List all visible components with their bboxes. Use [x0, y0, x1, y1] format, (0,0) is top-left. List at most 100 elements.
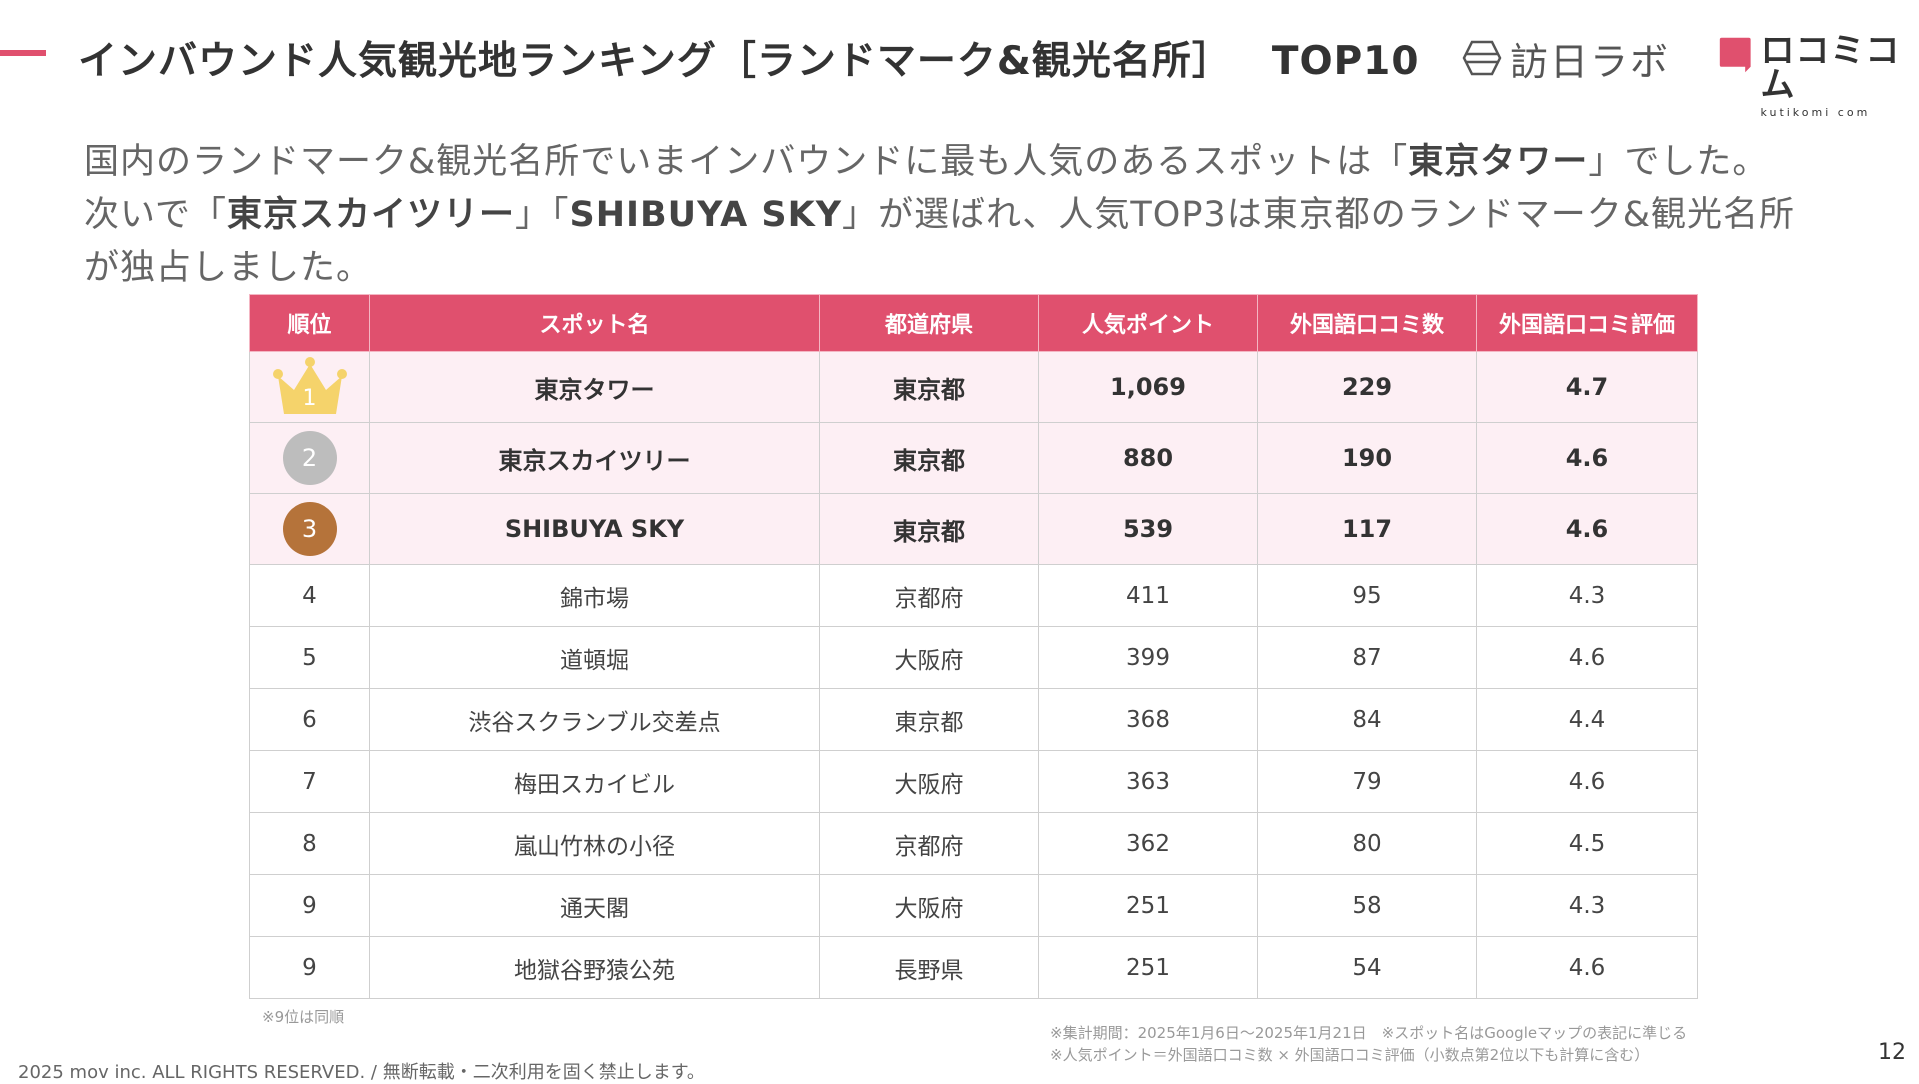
review-rating: 4.3	[1476, 874, 1698, 937]
review-rating: 4.6	[1476, 422, 1698, 494]
points: 362	[1038, 812, 1258, 875]
table-row: 4 錦市場 京都府 411 95 4.3	[249, 564, 1698, 627]
rank-cell: 8	[249, 812, 370, 875]
spot-name: 嵐山竹林の小径	[369, 812, 820, 875]
spot-name: 東京タワー	[369, 351, 820, 423]
table-row: 3 SHIBUYA SKY 東京都 539 117 4.6	[249, 493, 1698, 565]
rank-cell: 2	[249, 422, 370, 494]
review-rating: 4.6	[1476, 936, 1698, 999]
intro-highlight-3: SHIBUYA SKY	[569, 195, 843, 235]
page-number: 12	[1878, 1040, 1906, 1065]
spot-name: 東京スカイツリー	[369, 422, 820, 494]
intro-line1-post: 」でした。	[1588, 142, 1769, 182]
prefecture: 京都府	[819, 564, 1039, 627]
header-prefecture: 都道府県	[819, 294, 1039, 352]
table-header-row: 順位 スポット名 都道府県 人気ポイント 外国語口コミ数 外国語口コミ評価	[249, 294, 1698, 352]
review-count: 80	[1257, 812, 1477, 875]
review-count: 117	[1257, 493, 1477, 565]
brand2-sub: kutikomi com	[1760, 106, 1871, 119]
points: 880	[1038, 422, 1258, 494]
table-row: 9 通天閣 大阪府 251 58 4.3	[249, 874, 1698, 937]
header-review-rating: 外国語口コミ評価	[1476, 294, 1698, 352]
review-rating: 4.6	[1476, 493, 1698, 565]
points: 539	[1038, 493, 1258, 565]
review-count: 58	[1257, 874, 1477, 937]
review-count: 190	[1257, 422, 1477, 494]
review-count: 84	[1257, 688, 1477, 751]
review-rating: 4.6	[1476, 750, 1698, 813]
review-rating: 4.3	[1476, 564, 1698, 627]
copyright: 2025 mov inc. ALL RIGHTS RESERVED. / 無断転…	[18, 1062, 705, 1083]
review-rating: 4.5	[1476, 812, 1698, 875]
review-count: 79	[1257, 750, 1477, 813]
brand2-name: ロコミコム	[1760, 31, 1901, 105]
table-row: 9 地獄谷野猿公苑 長野県 251 54 4.6	[249, 936, 1698, 999]
rank-cell: 9	[249, 874, 370, 937]
intro-line2-post: 」が選ばれ、人気TOP3は東京都のランドマーク&観光名所	[842, 195, 1795, 235]
intro-highlight-2: 東京スカイツリー	[226, 195, 515, 235]
rank-cell: 3	[249, 493, 370, 565]
header-points: 人気ポイント	[1038, 294, 1258, 352]
intro-line3: が独占しました。	[84, 248, 373, 288]
prefecture: 長野県	[819, 936, 1039, 999]
accent-bar	[0, 50, 46, 56]
review-count: 54	[1257, 936, 1477, 999]
prefecture: 大阪府	[819, 626, 1039, 689]
review-count: 95	[1257, 564, 1477, 627]
prefecture: 東京都	[819, 688, 1039, 751]
intro-line2-pre: 次いで「	[84, 195, 227, 235]
brand-logo-text: 訪日ラボ	[1510, 39, 1671, 84]
rank-cell: 5	[249, 626, 370, 689]
prefecture: 東京都	[819, 493, 1039, 565]
spot-name: 梅田スカイビル	[369, 750, 820, 813]
review-rating: 4.4	[1476, 688, 1698, 751]
speech-bubble-icon	[1719, 37, 1751, 73]
title-text: インバウンド人気観光地ランキング［ランドマーク&観光名所］	[78, 39, 1232, 84]
prefecture: 東京都	[819, 351, 1039, 423]
table-row: 5 道頓堀 大阪府 399 87 4.6	[249, 626, 1698, 689]
title-suffix: TOP10	[1271, 39, 1420, 84]
rank-cell: 7	[249, 750, 370, 813]
table-row: 6 渋谷スクランブル交差点 東京都 368 84 4.4	[249, 688, 1698, 751]
table-row: 8 嵐山竹林の小径 京都府 362 80 4.5	[249, 812, 1698, 875]
formula-note: ※人気ポイント＝外国語口コミ数 × 外国語口コミ評価（小数点第2位以下も計算に含…	[1050, 1046, 1650, 1064]
review-rating: 4.7	[1476, 351, 1698, 423]
spot-name: 渋谷スクランブル交差点	[369, 688, 820, 751]
intro-highlight-1: 東京タワー	[1408, 142, 1589, 182]
gold-crown-icon: 1	[270, 356, 350, 418]
header-review-count: 外国語口コミ数	[1257, 294, 1477, 352]
intro-line2-mid: 」「	[514, 195, 570, 235]
rank-cell: 4	[249, 564, 370, 627]
method-notes: ※集計期間：2025年1月6日〜2025年1月21日 ※スポット名はGoogle…	[1050, 1022, 1687, 1066]
rank-number: 1	[302, 386, 317, 411]
intro-line1-pre: 国内のランドマーク&観光名所でいまインバウンドに最も人気のあるスポットは「	[84, 142, 1409, 182]
page-title: インバウンド人気観光地ランキング［ランドマーク&観光名所］ TOP10	[78, 30, 1419, 86]
prefecture: 大阪府	[819, 750, 1039, 813]
period-note: ※集計期間：2025年1月6日〜2025年1月21日 ※スポット名はGoogle…	[1050, 1024, 1688, 1042]
points: 363	[1038, 750, 1258, 813]
rank-cell: 9	[249, 936, 370, 999]
bronze-medal-icon: 3	[282, 502, 337, 556]
points: 1,069	[1038, 351, 1258, 423]
silver-medal-icon: 2	[282, 431, 337, 485]
spot-name: 地獄谷野猿公苑	[369, 936, 820, 999]
spot-name: 通天閣	[369, 874, 820, 937]
points: 251	[1038, 874, 1258, 937]
rank-cell: 1	[249, 351, 370, 423]
ranking-table: 順位 スポット名 都道府県 人気ポイント 外国語口コミ数 外国語口コミ評価 1	[249, 294, 1698, 999]
spot-name: SHIBUYA SKY	[369, 493, 820, 565]
points: 251	[1038, 936, 1258, 999]
prefecture: 大阪府	[819, 874, 1039, 937]
tie-note: ※9位は同順	[262, 1008, 345, 1026]
spot-name: 錦市場	[369, 564, 820, 627]
kutikomi-logo: ロコミコム kutikomi com	[1718, 34, 1919, 119]
table-row: 7 梅田スカイビル 大阪府 363 79 4.6	[249, 750, 1698, 813]
rank-cell: 6	[249, 688, 370, 751]
brand-mark-icon	[1462, 40, 1502, 76]
review-count: 87	[1257, 626, 1477, 689]
points: 368	[1038, 688, 1258, 751]
header-spot: スポット名	[369, 294, 820, 352]
table-row: 1 東京タワー 東京都 1,069 229 4.7	[249, 351, 1698, 423]
header-rank: 順位	[249, 294, 370, 352]
prefecture: 京都府	[819, 812, 1039, 875]
